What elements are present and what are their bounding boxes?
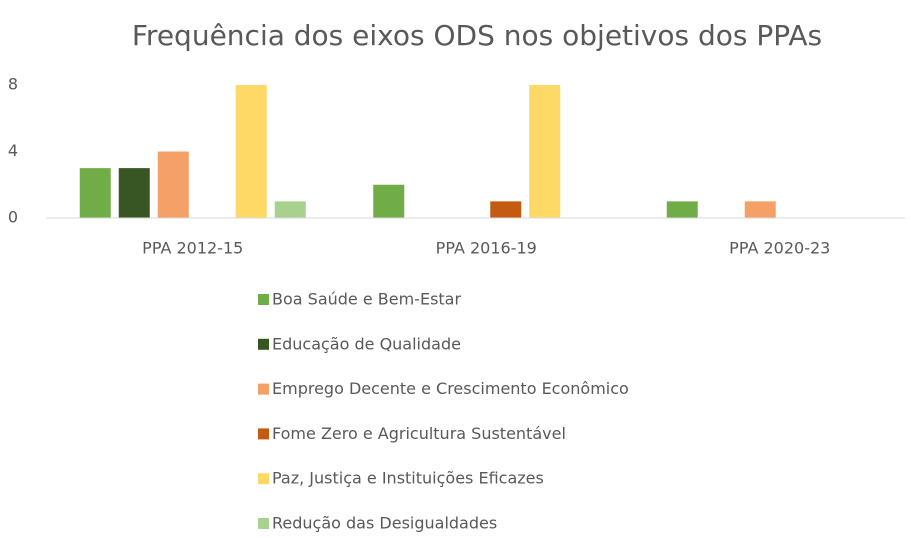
bar	[235, 85, 267, 218]
x-tick-label: PPA 2012-15	[142, 239, 243, 258]
y-tick-label: 8	[8, 75, 18, 94]
legend-swatch	[258, 294, 269, 305]
bar	[118, 168, 150, 218]
legend-swatch	[258, 428, 269, 440]
legend-label: Redução das Desigualdades	[272, 514, 497, 533]
bar	[666, 201, 698, 218]
y-tick-label: 0	[8, 208, 18, 227]
x-tick-label: PPA 2020-23	[729, 239, 830, 258]
bar	[274, 201, 306, 218]
bar	[529, 85, 561, 218]
legend-swatch	[258, 518, 269, 529]
legend-swatch	[258, 383, 269, 395]
legend-label: Paz, Justiça e Instituições Eficazes	[272, 469, 544, 488]
legend-swatch	[258, 338, 269, 350]
bar	[79, 168, 111, 218]
bar	[373, 184, 405, 218]
legend-label: Boa Saúde e Bem-Estar	[272, 290, 461, 309]
bar	[157, 151, 189, 218]
bar	[490, 201, 522, 218]
legend-swatch	[258, 473, 269, 485]
legend-label: Fome Zero e Agricultura Sustentável	[272, 424, 566, 443]
legend-label: Emprego Decente e Crescimento Econômico	[272, 379, 629, 398]
y-tick-label: 4	[8, 141, 18, 160]
chart-title: Frequência dos eixos ODS nos objetivos d…	[132, 19, 822, 52]
bar	[744, 201, 776, 218]
x-tick-label: PPA 2016-19	[436, 239, 537, 258]
legend-label: Educação de Qualidade	[272, 334, 461, 353]
